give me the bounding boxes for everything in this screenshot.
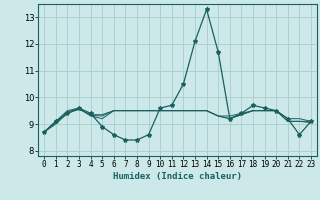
X-axis label: Humidex (Indice chaleur): Humidex (Indice chaleur) bbox=[113, 172, 242, 181]
